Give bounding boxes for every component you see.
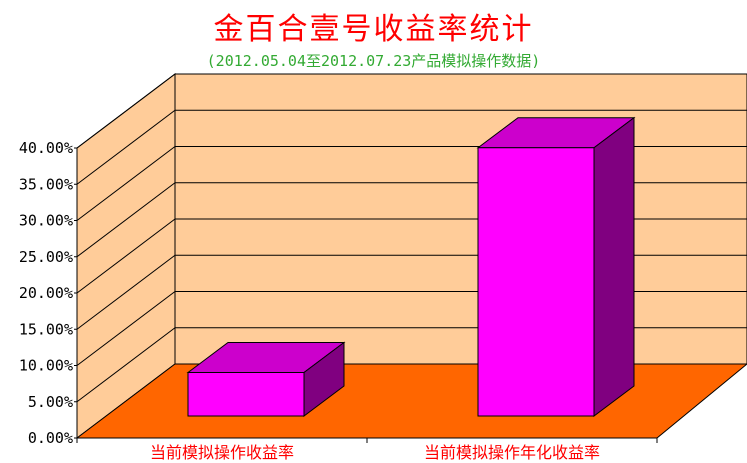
bar-front-face	[477, 147, 595, 417]
gridline	[76, 327, 176, 403]
y-tick-label: 15.00%	[19, 320, 73, 338]
y-tick-label: 25.00%	[19, 248, 73, 266]
bar	[476, 116, 636, 417]
gridline	[76, 254, 176, 330]
category-label: 当前模拟操作年化收益率	[424, 443, 600, 462]
y-tick-label: 35.00%	[19, 175, 73, 193]
chart-subtitle: (2012.05.04至2012.07.23产品模拟操作数据)	[206, 52, 541, 70]
y-tick-label: 30.00%	[19, 212, 73, 230]
bar-front-face	[187, 372, 305, 417]
y-tick-label: 5.00%	[28, 393, 73, 411]
y-tick-label: 20.00%	[19, 284, 73, 302]
gridline	[76, 218, 176, 294]
y-tick-label: 10.00%	[19, 357, 73, 375]
category-label: 当前模拟操作收益率	[150, 443, 294, 462]
floor	[75, 363, 747, 439]
gridline	[76, 73, 176, 149]
bar	[186, 341, 346, 417]
gridline	[76, 109, 176, 185]
chart-title: 金百合壹号收益率统计	[213, 12, 534, 47]
y-tick-label: 0.00%	[28, 429, 73, 447]
bar-side-face	[593, 116, 635, 417]
gridline	[76, 146, 176, 221]
y-tick-label: 40.00%	[19, 139, 73, 157]
gridline	[76, 291, 176, 366]
gridline	[76, 182, 176, 258]
